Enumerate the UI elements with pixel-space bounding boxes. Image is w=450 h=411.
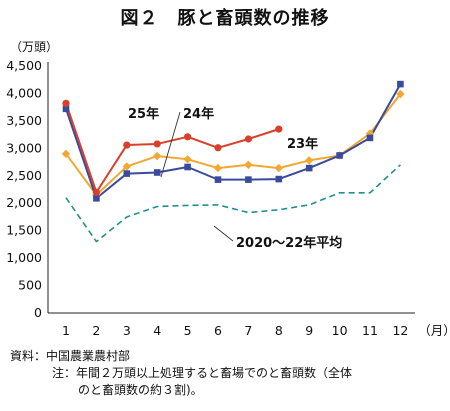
axes <box>47 62 415 314</box>
series-0-point <box>153 140 161 148</box>
series-2-point <box>61 149 71 159</box>
series-2-point <box>153 151 162 161</box>
y-tick-label: 4,000 <box>6 85 42 100</box>
series-1-leader <box>160 111 181 178</box>
x-tick-label: 7 <box>244 323 252 338</box>
series-3-leader <box>213 225 234 242</box>
x-tick-label: 3 <box>123 323 131 338</box>
series-0-point <box>275 125 283 133</box>
chart-title: 図２ 豚と畜頭数の推移 <box>120 8 330 29</box>
y-tick-label: 1,000 <box>6 250 42 265</box>
series-2-point <box>183 155 192 164</box>
series-1-point <box>397 80 404 88</box>
y-tick-labels: 0 500 1,000 1,500 2,000 2,500 3,000 3,500 4,000 4… <box>6 58 42 320</box>
series-1-point <box>275 175 283 183</box>
line-chart: 0 500 1,000 1,500 2,000 2,500 3,000 3,500 4,000 4… <box>6 58 450 338</box>
series-0-point <box>123 141 131 149</box>
series-1-point <box>93 194 100 202</box>
y-tick-label: 3,500 <box>6 113 42 128</box>
y-tick-label: 3,000 <box>6 140 42 155</box>
series-1-point <box>153 169 161 176</box>
x-tick-label: 8 <box>275 323 283 338</box>
series-lines <box>65 83 402 243</box>
y-tick-label: 1,500 <box>6 223 42 238</box>
series-2-label: 23年 <box>287 136 318 152</box>
series-markers <box>61 80 405 202</box>
series-0-point <box>62 99 70 107</box>
series-0-point <box>214 144 222 152</box>
series-2-point <box>274 163 283 173</box>
series-1-point <box>123 170 131 177</box>
series-2-point <box>213 163 223 173</box>
series-1-point <box>366 134 374 142</box>
x-tick-label: 5 <box>184 323 192 338</box>
x-axis-unit: （月） <box>418 323 450 338</box>
footnote-line-2: のと畜頭数の約３割)。 <box>78 383 203 397</box>
series-2-point <box>305 156 314 165</box>
y-axis-unit: （万頭） <box>10 40 59 54</box>
x-tick-label: 4 <box>153 323 161 338</box>
series-1-point <box>336 152 343 159</box>
y-tick-label: 4,500 <box>6 58 42 73</box>
x-tick-label: 1 <box>62 323 70 338</box>
chart-notes: 資料：中国農業農村部 注：年間２万頭以上処理すると畜場でのと畜頭数（全体 のと畜… <box>10 348 352 399</box>
y-tick-label: 2,000 <box>6 195 42 210</box>
x-tick-label: 2 <box>92 323 100 338</box>
source-note: 資料：中国農業農村部 <box>10 349 131 363</box>
series-1-label: 24年 <box>183 106 214 122</box>
y-tick-label: 0 <box>34 305 42 320</box>
series-1-point <box>184 163 191 171</box>
series-0-label: 25年 <box>128 106 159 122</box>
series-1-point <box>214 176 222 183</box>
y-tick-label: 500 <box>18 278 42 293</box>
series-1-point <box>245 176 252 183</box>
x-tick-label: 11 <box>362 323 378 338</box>
series-2-point <box>365 129 375 138</box>
series-3-line <box>65 164 401 243</box>
series-annotations: 25年 24年 23年 2020～22年平均 <box>128 106 342 251</box>
footnote-line-1: 注：年間２万頭以上処理すると畜場でのと畜頭数（全体 <box>52 366 353 380</box>
series-0-point <box>244 135 252 143</box>
x-tick-label: 10 <box>332 323 348 338</box>
series-1-line <box>65 83 402 200</box>
x-tick-label: 9 <box>305 323 313 338</box>
series-1-point <box>305 164 313 172</box>
series-1-point <box>62 105 70 113</box>
series-0-point <box>184 133 192 141</box>
series-2-point <box>396 89 405 99</box>
series-0-point <box>92 188 100 196</box>
series-0-line <box>65 103 280 194</box>
series-2-point <box>244 160 253 169</box>
x-tick-label: 12 <box>392 323 408 338</box>
y-tick-label: 2,500 <box>6 168 42 183</box>
series-3-label: 2020～22年平均 <box>236 235 342 251</box>
x-tick-label: 6 <box>214 323 222 338</box>
series-2-point <box>122 162 131 171</box>
